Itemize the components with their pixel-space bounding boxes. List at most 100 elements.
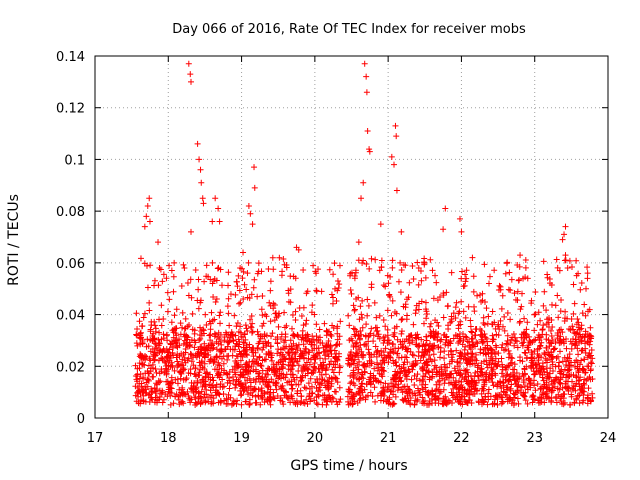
data-point bbox=[402, 367, 409, 374]
data-point bbox=[470, 273, 477, 280]
data-point bbox=[144, 202, 151, 209]
data-point bbox=[167, 384, 174, 391]
data-point bbox=[368, 255, 375, 262]
data-point bbox=[561, 399, 568, 406]
data-point bbox=[208, 309, 215, 316]
data-point bbox=[140, 355, 147, 362]
data-point bbox=[478, 366, 485, 373]
data-point bbox=[356, 385, 363, 392]
data-point bbox=[231, 369, 238, 376]
data-point bbox=[529, 399, 536, 406]
data-point bbox=[333, 398, 340, 405]
data-point bbox=[579, 310, 586, 317]
data-point bbox=[559, 329, 566, 336]
data-point bbox=[485, 375, 492, 382]
data-point bbox=[285, 366, 292, 373]
data-point bbox=[452, 304, 459, 311]
data-point bbox=[353, 339, 360, 346]
data-point bbox=[492, 325, 499, 332]
data-point bbox=[537, 333, 544, 340]
data-point bbox=[277, 349, 284, 356]
data-point bbox=[205, 273, 212, 280]
data-point bbox=[561, 231, 568, 238]
data-point bbox=[237, 329, 244, 336]
data-point bbox=[464, 338, 471, 345]
y-tick-label: 0.12 bbox=[56, 102, 85, 117]
data-point bbox=[526, 333, 533, 340]
data-point bbox=[509, 366, 516, 373]
data-point bbox=[185, 292, 192, 299]
data-point bbox=[362, 333, 369, 340]
data-point bbox=[238, 391, 245, 398]
data-point bbox=[241, 339, 248, 346]
data-point bbox=[420, 354, 427, 361]
data-point bbox=[186, 395, 193, 402]
data-point bbox=[549, 384, 556, 391]
data-point bbox=[239, 275, 246, 282]
data-point bbox=[219, 282, 226, 289]
data-point bbox=[246, 400, 253, 407]
data-point bbox=[429, 373, 436, 380]
data-point bbox=[189, 310, 196, 317]
data-point bbox=[150, 353, 157, 360]
data-point bbox=[473, 357, 480, 364]
data-point bbox=[372, 343, 379, 350]
data-point bbox=[421, 255, 428, 262]
data-point bbox=[355, 366, 362, 373]
data-point bbox=[371, 299, 378, 306]
data-point bbox=[269, 330, 276, 337]
data-point bbox=[452, 332, 459, 339]
data-point bbox=[376, 267, 383, 274]
data-point bbox=[335, 353, 342, 360]
data-point bbox=[259, 367, 266, 374]
data-point bbox=[424, 358, 431, 365]
data-point bbox=[181, 265, 188, 272]
data-point bbox=[485, 280, 492, 287]
data-point bbox=[480, 385, 487, 392]
data-point bbox=[531, 348, 538, 355]
data-point bbox=[197, 166, 204, 173]
data-point bbox=[334, 401, 341, 408]
data-point bbox=[394, 369, 401, 376]
data-point bbox=[235, 272, 242, 279]
data-point bbox=[333, 297, 340, 304]
data-point bbox=[545, 386, 552, 393]
data-point bbox=[227, 346, 234, 353]
data-point bbox=[456, 335, 463, 342]
data-point bbox=[300, 341, 307, 348]
data-point bbox=[187, 399, 194, 406]
data-point bbox=[534, 346, 541, 353]
data-point bbox=[261, 391, 268, 398]
x-tick-label: 18 bbox=[160, 431, 177, 446]
data-point bbox=[132, 392, 139, 399]
data-point bbox=[316, 369, 323, 376]
data-point bbox=[471, 308, 478, 315]
data-point bbox=[348, 356, 355, 363]
data-point bbox=[549, 337, 556, 344]
data-point bbox=[151, 335, 158, 342]
data-point bbox=[469, 254, 476, 261]
data-point bbox=[317, 381, 324, 388]
data-point bbox=[391, 161, 398, 168]
data-point bbox=[430, 351, 437, 358]
data-point bbox=[458, 228, 465, 235]
data-point bbox=[313, 321, 320, 328]
data-point bbox=[363, 73, 370, 80]
data-point bbox=[246, 375, 253, 382]
data-point bbox=[150, 373, 157, 380]
data-point bbox=[587, 359, 594, 366]
data-point bbox=[562, 384, 569, 391]
data-point bbox=[394, 350, 401, 357]
data-point bbox=[383, 355, 390, 362]
data-point bbox=[413, 302, 420, 309]
data-point bbox=[349, 337, 356, 344]
data-point bbox=[437, 338, 444, 345]
data-point bbox=[463, 267, 470, 274]
data-point bbox=[437, 388, 444, 395]
data-point bbox=[160, 396, 167, 403]
data-point bbox=[235, 336, 242, 343]
data-point bbox=[535, 399, 542, 406]
data-point bbox=[140, 397, 147, 404]
data-point bbox=[508, 276, 515, 283]
data-point bbox=[229, 373, 236, 380]
